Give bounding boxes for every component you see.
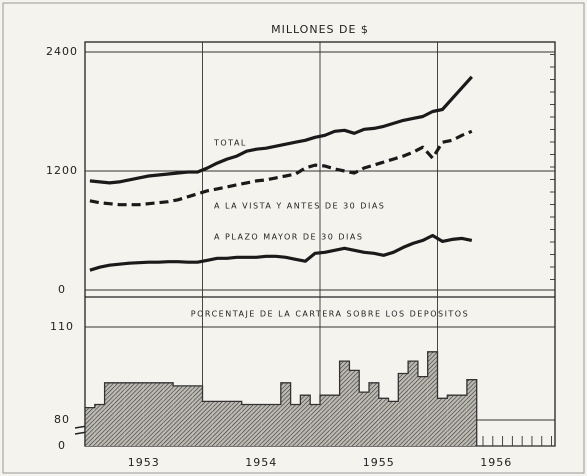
bar xyxy=(173,385,183,446)
panel-title: PORCENTAJE DE LA CARTERA SOBRE LOS DEPOS… xyxy=(191,310,469,319)
bar xyxy=(300,395,311,446)
y-tick-label: 2400 xyxy=(46,45,78,58)
bar xyxy=(114,382,125,446)
bar xyxy=(359,392,369,446)
bar xyxy=(222,401,232,446)
bar xyxy=(408,361,418,446)
bar xyxy=(437,398,448,446)
bar xyxy=(349,370,360,446)
bar xyxy=(466,379,477,446)
bar xyxy=(388,401,399,446)
x-tick-label: 1954 xyxy=(245,456,277,469)
series-line xyxy=(89,233,473,272)
y-tick-label: 0 xyxy=(58,283,66,296)
bar xyxy=(153,382,164,446)
annotation: TOTAL xyxy=(213,139,247,148)
bar xyxy=(182,385,193,446)
bar xyxy=(192,385,203,446)
bar xyxy=(94,404,105,446)
y-tick-label: 110 xyxy=(50,320,74,333)
bar xyxy=(251,404,262,446)
bar xyxy=(368,382,379,446)
bar xyxy=(398,373,409,446)
step-outline xyxy=(84,351,478,446)
bar xyxy=(271,404,281,446)
x-tick-label: 1956 xyxy=(480,456,512,469)
bar xyxy=(310,404,320,446)
bar xyxy=(447,395,458,446)
bar xyxy=(85,407,95,446)
bar xyxy=(212,401,223,446)
bar xyxy=(104,382,115,446)
bar xyxy=(202,401,213,446)
y-tick-label: 0 xyxy=(58,439,66,452)
annotation: A PLAZO MAYOR DE 30 DIAS xyxy=(214,233,363,242)
bar xyxy=(280,382,291,446)
x-tick-label: 1955 xyxy=(363,456,395,469)
bar xyxy=(329,395,340,446)
bar xyxy=(378,398,389,446)
y-tick-label: 80 xyxy=(54,413,70,426)
x-tick-label: 1953 xyxy=(128,456,160,469)
annotation: A LA VISTA Y ANTES DE 30 DIAS xyxy=(214,202,385,211)
series-line xyxy=(89,129,473,207)
chart-title: MILLONES DE $ xyxy=(271,23,369,36)
bar xyxy=(241,404,252,446)
bar xyxy=(231,401,242,446)
bar xyxy=(133,382,144,446)
bar xyxy=(143,382,154,446)
bar xyxy=(320,395,330,446)
bar xyxy=(457,395,467,446)
bar xyxy=(339,361,350,446)
y-tick-label: 1200 xyxy=(46,164,78,177)
bar xyxy=(427,351,438,446)
series-line xyxy=(89,75,473,185)
bar xyxy=(261,404,272,446)
bar xyxy=(290,404,301,446)
bar xyxy=(163,382,174,446)
bar xyxy=(124,382,134,446)
bar xyxy=(417,376,428,446)
